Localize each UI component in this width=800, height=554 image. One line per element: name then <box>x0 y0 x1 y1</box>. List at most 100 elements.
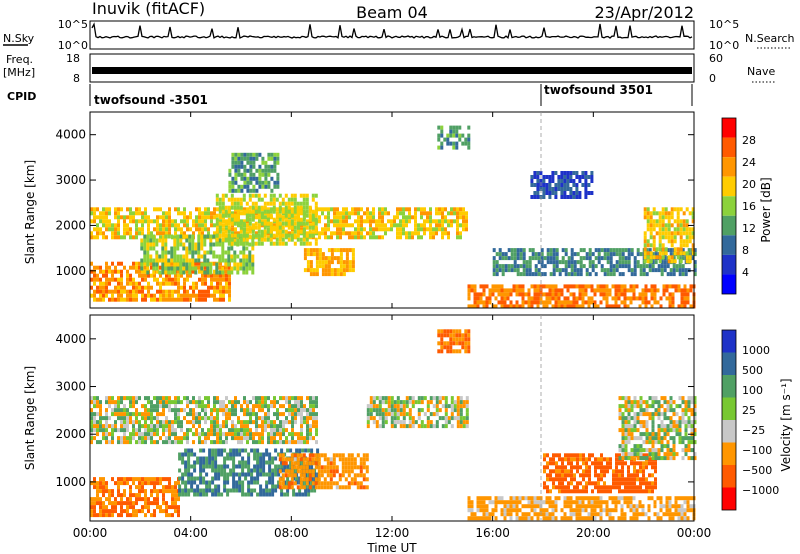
heatmap-cell <box>274 468 278 473</box>
heatmap-cell <box>369 211 372 216</box>
heatmap-cell <box>584 508 588 513</box>
heatmap-cell <box>243 428 246 433</box>
heatmap-cell <box>200 254 204 259</box>
heatmap-cell <box>183 211 186 216</box>
heatmap-cell <box>362 461 366 466</box>
heatmap-cell <box>247 464 251 469</box>
heatmap-cell <box>144 396 147 401</box>
heatmap-cell <box>452 349 456 354</box>
heatmap-cell <box>120 509 123 514</box>
heatmap-cell <box>542 516 546 521</box>
heatmap-cell <box>669 268 673 273</box>
heatmap-cell <box>126 416 129 421</box>
heatmap-cell <box>345 256 349 261</box>
heatmap-cell <box>432 424 436 429</box>
heatmap-cell <box>250 448 254 453</box>
heatmap-cell <box>315 268 319 273</box>
heatmap-cell <box>676 219 680 224</box>
heatmap-cell <box>268 468 272 473</box>
heatmap-cell <box>551 516 555 521</box>
heatmap-cell <box>302 213 306 218</box>
heatmap-cell <box>240 152 244 157</box>
heatmap-cell <box>549 272 553 277</box>
heatmap-cell <box>602 508 606 513</box>
heatmap-cell <box>306 264 310 269</box>
heatmap-cell <box>219 273 222 278</box>
heatmap-cell <box>120 235 123 240</box>
heatmap-cell <box>408 396 412 401</box>
heatmap-cell <box>664 247 668 252</box>
heatmap-cell <box>456 420 460 425</box>
heatmap-cell <box>226 472 230 477</box>
heatmap-cell <box>390 416 394 421</box>
heatmap-cell <box>402 424 406 429</box>
heatmap-cell <box>219 424 222 429</box>
heatmap-cell <box>306 416 309 421</box>
heatmap-cell <box>536 496 540 501</box>
heatmap-cell <box>310 448 314 453</box>
heatmap-cell <box>393 424 397 429</box>
heatmap-cell <box>190 472 194 477</box>
heatmap-cell <box>284 469 288 474</box>
heatmap-cell <box>624 260 628 265</box>
heatmap-cell <box>649 259 653 264</box>
heatmap-cell <box>183 285 186 290</box>
heatmap-cell <box>677 504 681 509</box>
heatmap-cell <box>197 234 201 239</box>
heatmap-cell <box>311 233 315 238</box>
heatmap-cell <box>281 229 285 234</box>
heatmap-cell <box>366 231 369 236</box>
heatmap-cell <box>272 225 276 230</box>
heatmap-cell <box>530 508 534 513</box>
heatmap-cell <box>193 492 197 497</box>
heatmap-cell <box>290 461 294 466</box>
heatmap-cell <box>159 509 162 514</box>
heatmap-cell <box>164 270 168 275</box>
heatmap-cell <box>123 223 126 228</box>
colorbar-swatch <box>722 176 736 197</box>
heatmap-cell <box>138 493 141 498</box>
heatmap-cell <box>183 231 186 236</box>
heatmap-cell <box>521 516 525 521</box>
heatmap-cell <box>141 416 144 421</box>
heatmap-cell <box>262 468 266 473</box>
heatmap-cell <box>184 448 188 453</box>
heatmap-cell <box>638 296 642 301</box>
heatmap-cell <box>146 262 150 267</box>
heatmap-cell <box>284 473 288 478</box>
heatmap-cell <box>132 235 135 240</box>
heatmap-cell <box>236 221 240 226</box>
heatmap-cell <box>309 272 313 277</box>
heatmap-cell <box>225 396 228 401</box>
heatmap-cell <box>362 477 366 482</box>
heatmap-cell <box>596 512 600 517</box>
heatmap-cell <box>207 293 210 298</box>
heatmap-cell <box>168 400 171 405</box>
heatmap-cell <box>99 211 102 216</box>
heatmap-cell <box>488 288 492 293</box>
heatmap-cell <box>447 223 450 228</box>
heatmap-cell <box>399 223 402 228</box>
heatmap-cell <box>278 469 282 474</box>
heatmap-cell <box>303 420 306 425</box>
heatmap-cell <box>117 223 120 228</box>
heatmap-cell <box>245 262 249 267</box>
heatmap-cell <box>453 404 457 409</box>
heatmap-cell <box>117 400 120 405</box>
heatmap-cell <box>608 496 612 501</box>
heatmap-cell <box>296 201 300 206</box>
heatmap-cell <box>257 229 261 234</box>
heatmap-cell <box>602 288 606 293</box>
heatmap-cell <box>432 219 435 224</box>
heatmap-cell <box>360 207 363 212</box>
heatmap-cell <box>246 152 250 157</box>
heatmap-cell <box>216 297 219 302</box>
heatmap-cell <box>241 464 245 469</box>
heatmap-cell <box>563 296 567 301</box>
heatmap-cell <box>235 472 239 477</box>
heatmap-cell <box>294 396 297 401</box>
heatmap-cell <box>690 256 694 261</box>
heatmap-cell <box>216 412 219 417</box>
heatmap-cell <box>426 215 429 220</box>
